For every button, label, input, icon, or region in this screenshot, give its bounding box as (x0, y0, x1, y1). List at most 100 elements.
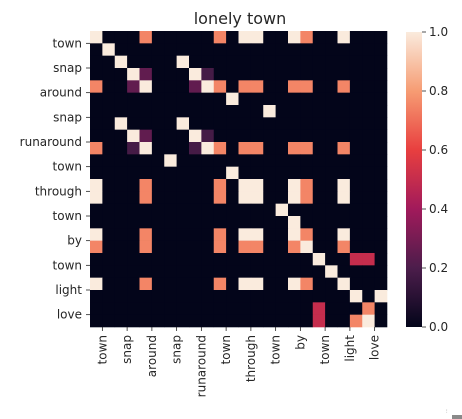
y-tick-label: town (53, 209, 82, 223)
heatmap-cell (226, 68, 239, 81)
heatmap-cell (114, 216, 128, 229)
heatmap-cell (201, 277, 215, 291)
y-tick-label: by (67, 234, 82, 248)
heatmap-cell (201, 216, 215, 229)
heatmap-cell (300, 31, 314, 44)
heatmap-cell (349, 117, 363, 130)
heatmap-cell (114, 265, 128, 278)
heatmap-cell (362, 277, 375, 291)
heatmap-cell (325, 191, 338, 204)
heatmap-cell (114, 92, 128, 106)
heatmap-cell (250, 117, 264, 130)
heatmap-cell (238, 240, 252, 254)
heatmap-cell (114, 290, 128, 303)
heatmap-cell (201, 92, 215, 106)
heatmap-cell (250, 277, 264, 291)
heatmap-cell (201, 203, 215, 217)
heatmap-cell (90, 117, 103, 130)
heatmap-cell (213, 277, 227, 291)
heatmap-cell (90, 179, 103, 192)
heatmap-cell (90, 277, 103, 291)
heatmap-cell (238, 191, 252, 204)
heatmap-cell (176, 80, 190, 93)
heatmap-cell (300, 314, 314, 328)
heatmap-cell (312, 55, 326, 69)
heatmap-cell (90, 240, 103, 254)
heatmap-cell (349, 92, 363, 106)
heatmap-cell (374, 166, 388, 180)
heatmap-cell (90, 129, 103, 143)
heatmap-cell (102, 154, 116, 167)
heatmap-cell (189, 142, 202, 155)
heatmap-cell (288, 253, 301, 266)
heatmap-cell (312, 179, 326, 192)
heatmap-cell (263, 216, 276, 229)
heatmap-cell (300, 191, 314, 204)
heatmap-cell (362, 166, 375, 180)
heatmap-cell (263, 290, 276, 303)
heatmap-cell (349, 105, 363, 118)
heatmap-cell (275, 68, 289, 81)
heatmap-cell (139, 216, 153, 229)
heatmap-cell (127, 80, 140, 93)
heatmap-cell (164, 154, 177, 167)
heatmap-cell (263, 179, 276, 192)
heatmap-cell (164, 117, 177, 130)
heatmap-cell (288, 179, 301, 192)
heatmap-cell (312, 265, 326, 278)
heatmap-cell (250, 68, 264, 81)
heatmap-cell (127, 92, 140, 106)
heatmap-cell (300, 129, 314, 143)
heatmap-cell (300, 277, 314, 291)
heatmap-cell (288, 117, 301, 130)
heatmap-cell (374, 277, 388, 291)
heatmap-cell (337, 68, 351, 81)
heatmap-cell (164, 105, 177, 118)
heatmap-cell (226, 277, 239, 291)
colorbar-gradient (406, 32, 422, 327)
heatmap-cell (176, 314, 190, 328)
heatmap-cell (114, 68, 128, 81)
heatmap-cell (127, 68, 140, 81)
heatmap-cell (312, 302, 326, 315)
heatmap-cells (90, 31, 388, 328)
heatmap-cell (151, 43, 165, 56)
heatmap-cell (250, 240, 264, 254)
heatmap-cell (288, 92, 301, 106)
heatmap-cell (312, 68, 326, 81)
heatmap-cell (275, 80, 289, 93)
heatmap-cell (189, 68, 202, 81)
heatmap-cell (226, 31, 239, 44)
heatmap-cell (102, 68, 116, 81)
heatmap-cell (250, 191, 264, 204)
heatmap-cell (362, 253, 375, 266)
heatmap-cell (164, 92, 177, 106)
heatmap-cell (238, 43, 252, 56)
colorbar-tick-label: 0.2 (429, 261, 448, 275)
y-tick-labels: town snap around snap runaround town through to… (20, 36, 90, 322)
heatmap-cell (312, 142, 326, 155)
heatmap-cell (250, 31, 264, 44)
heatmap-cell (362, 105, 375, 118)
heatmap-cell (151, 55, 165, 69)
heatmap-cell (114, 166, 128, 180)
heatmap-cell (176, 191, 190, 204)
heatmap-cell (114, 154, 128, 167)
heatmap-cell (362, 191, 375, 204)
heatmap-cell (374, 92, 388, 106)
heatmap-cell (139, 80, 153, 93)
heatmap-cell (275, 302, 289, 315)
heatmap-cell (139, 43, 153, 56)
heatmap-cell (176, 55, 190, 69)
heatmap-cell (176, 265, 190, 278)
heatmap-cell (263, 240, 276, 254)
heatmap-cell (300, 142, 314, 155)
colorbar: 0.0 0.2 0.4 0.6 0.8 1.0 (406, 25, 448, 334)
heatmap-cell (263, 43, 276, 56)
heatmap-cell (139, 68, 153, 81)
heatmap-cell (90, 68, 103, 81)
heatmap-cell (213, 166, 227, 180)
heatmap-cell (349, 31, 363, 44)
heatmap-cell (139, 117, 153, 130)
resize-grip-icon[interactable]: ⁝ (446, 409, 462, 419)
